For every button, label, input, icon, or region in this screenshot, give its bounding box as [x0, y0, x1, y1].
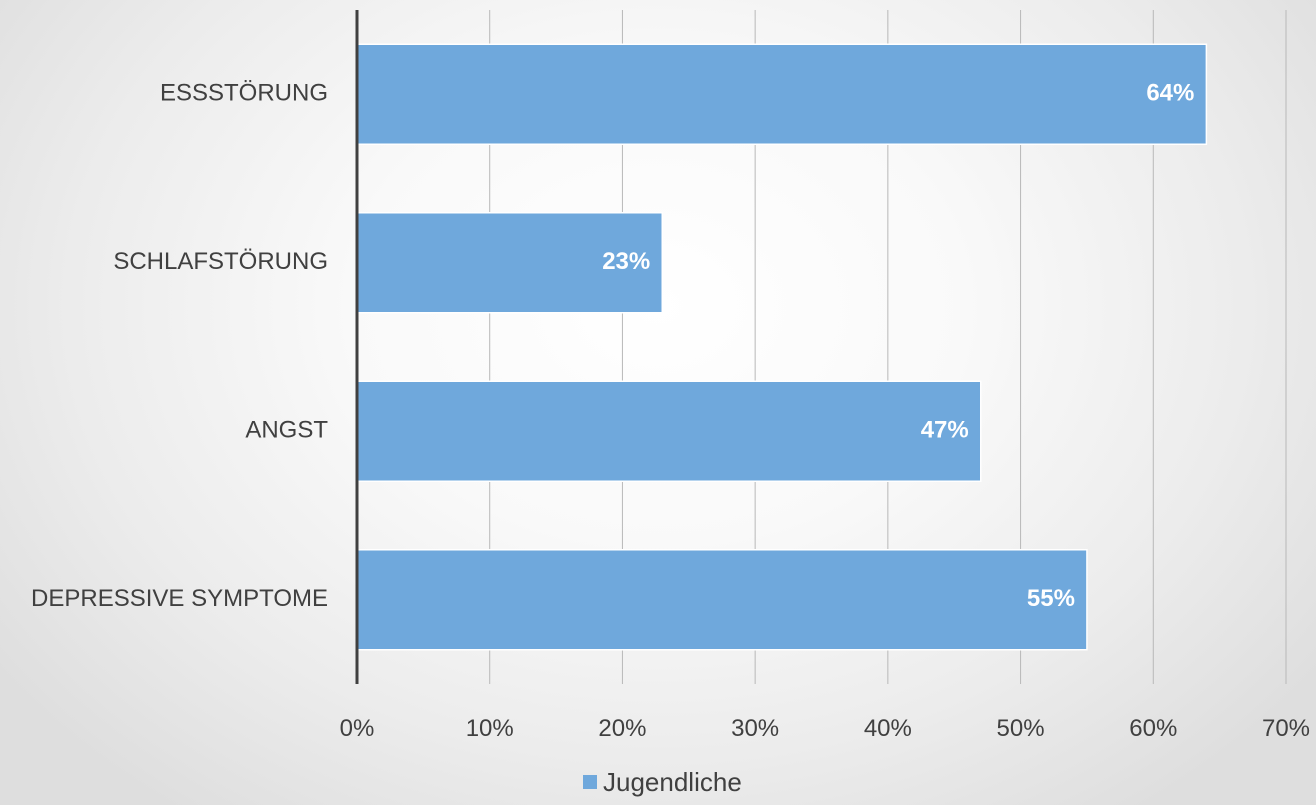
data-label-1: 64% — [1146, 80, 1194, 107]
data-label-4: 55% — [1027, 585, 1075, 612]
bar-4 — [356, 549, 1088, 651]
legend-label: Jugendliche — [603, 767, 742, 797]
x-tick-label-0: 0% — [340, 715, 375, 742]
bars — [356, 43, 1208, 651]
x-tick-label-20: 20% — [598, 715, 646, 742]
data-label-3: 47% — [921, 417, 969, 444]
x-tick-label-70: 70% — [1262, 715, 1310, 742]
x-tick-label-40: 40% — [864, 715, 912, 742]
category-label-1: ESSSTÖRUNG — [160, 80, 328, 107]
legend-swatch — [583, 775, 597, 789]
category-label-2: SCHLAFSTÖRUNG — [113, 248, 328, 275]
category-label-4: DEPRESSIVE SYMPTOME — [31, 585, 328, 612]
bar-1 — [356, 43, 1208, 145]
legend: Jugendliche — [583, 769, 742, 795]
labels: 0% 10% 20% 30% 40% 50% 60% 70% ESSSTÖRUNG 64% SCHL… — [31, 80, 1310, 742]
bar-3 — [356, 380, 982, 482]
x-tick-label-60: 60% — [1129, 715, 1177, 742]
x-tick-label-30: 30% — [731, 715, 779, 742]
x-tick-label-10: 10% — [466, 715, 514, 742]
category-label-3: ANGST — [245, 417, 328, 444]
data-label-2: 23% — [602, 248, 650, 275]
x-tick-label-50: 50% — [997, 715, 1045, 742]
